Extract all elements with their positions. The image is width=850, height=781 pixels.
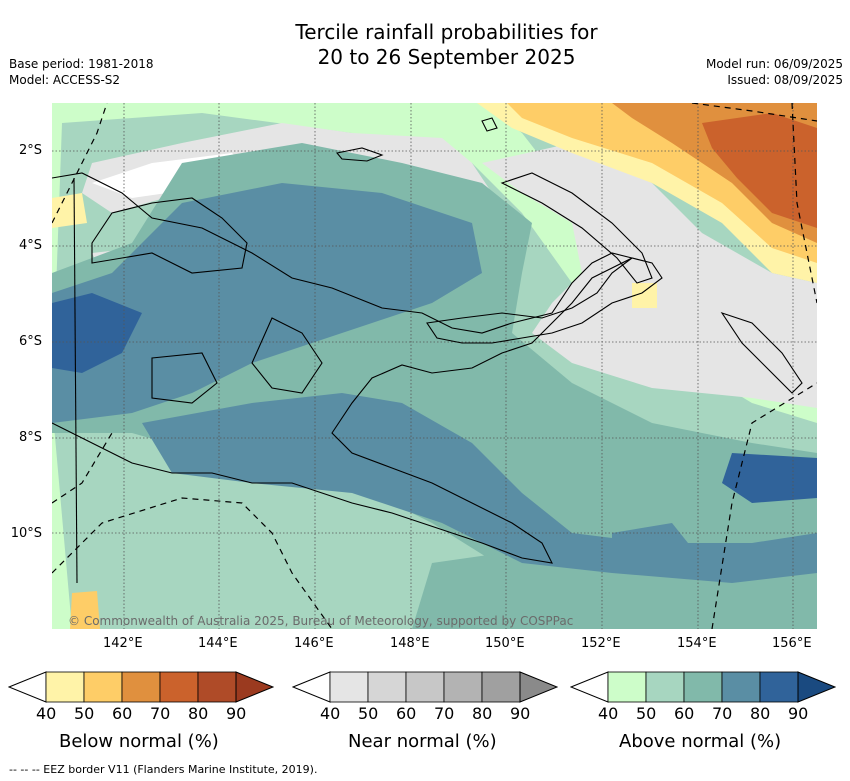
colorbar-below-swatch-3 [121,671,161,703]
title-line-2: 20 to 26 September 2025 [317,45,576,69]
meta-left: Base period: 1981-2018 Model: ACCESS-S2 [9,56,154,88]
model-name: Model: ACCESS-S2 [9,73,121,87]
colorbar-near-tick-90: 90 [510,704,531,723]
issued-date: Issued: 08/09/2025 [727,73,843,87]
below-normal-patch-southwest [70,591,100,629]
colorbar-above-tick-80: 80 [750,704,771,723]
colorbar-below-label: Below normal (%) [59,731,219,752]
map-title: Tercile rainfall probabilities for 20 to… [0,20,850,70]
colorbar-above-swatch-1 [607,671,647,703]
colorbar-near-swatch-2 [367,671,407,703]
colorbar-above-label: Above normal (%) [619,731,782,752]
below-normal-patch-east [632,283,657,308]
copyright-notice: © Commonwealth of Australia 2025, Bureau… [68,614,574,628]
new-ireland-coast [500,172,653,284]
colorbar-above-tick-60: 60 [674,704,695,723]
above-70-80-region [52,183,482,423]
coastlines [52,117,803,584]
lat-label-8s: 8°S [18,430,42,445]
colorbar-above-swatch-4 [721,671,761,703]
colorbar-below-tick-70: 70 [150,704,171,723]
title-line-1: Tercile rainfall probabilities for [295,20,598,44]
lon-label-156e: 156°E [772,636,812,651]
lon-label-150e: 150°E [485,636,525,651]
colorbar-above-tick-90: 90 [788,704,809,723]
near-normal-east-region [482,143,817,408]
colorbar-below-tick-40: 40 [36,704,57,723]
above-70-80-south [612,523,692,558]
new-britain-coast [426,257,663,344]
colorbar-near-normal [291,671,559,707]
below-70-80-region [702,113,817,228]
below-normal-patch-west [52,193,87,228]
lon-label-148e: 148°E [390,636,430,651]
colorbar-near-tick-50: 50 [358,704,379,723]
colorbar-above-swatch-5 [759,671,799,703]
colorbar-above-svg [569,671,837,703]
colorbar-near-swatch-3 [405,671,445,703]
manus-coast [335,147,384,162]
eez-footer-note: -- -- -- EEZ border V11 (Flanders Marine… [9,763,318,776]
lon-label-154e: 154°E [677,636,717,651]
colorbar-above-low-arrow [569,671,609,703]
colorbar-near-tick-60: 60 [396,704,417,723]
colorbar-near-tick-70: 70 [434,704,455,723]
colorbar-below-tick-50: 50 [74,704,95,723]
png-border [73,177,78,584]
colorbar-below-swatch-4 [159,671,199,703]
colorbar-above-normal [569,671,837,707]
above-70-80-central [142,393,817,583]
lon-label-146e: 146°E [294,636,334,651]
colorbar-below-tick-90: 90 [226,704,247,723]
bougainville-coast [720,311,803,394]
eez-borders [52,103,817,629]
lon-label-152e: 152°E [581,636,621,651]
colorbar-above-tick-40: 40 [598,704,619,723]
colorbar-above-swatch-2 [645,671,685,703]
colorbar-below-swatch-2 [83,671,123,703]
colorbar-below-low-arrow [7,671,47,703]
colorbar-above-high-arrow [797,671,837,703]
colorbar-near-label: Near normal (%) [348,731,497,752]
meta-right: Model run: 06/09/2025 Issued: 08/09/2025 [706,56,843,88]
model-run: Model run: 06/09/2025 [705,57,843,71]
lat-label-6s: 6°S [18,334,42,349]
colorbar-below-tick-80: 80 [188,704,209,723]
lon-label-142e: 142°E [103,636,143,651]
colorbar-above-tick-50: 50 [636,704,657,723]
lat-label-2s: 2°S [18,143,42,158]
map-graticule [52,103,817,629]
colorbar-near-swatch-5 [481,671,521,703]
province-boundaries [91,197,323,404]
colorbar-near-swatch-4 [443,671,483,703]
lat-label-10s: 10°S [10,526,42,541]
colorbar-near-tick-80: 80 [472,704,493,723]
lon-label-144e: 144°E [198,636,238,651]
colorbar-above-tick-70: 70 [712,704,733,723]
colorbar-near-tick-40: 40 [320,704,341,723]
colorbar-below-tick-60: 60 [112,704,133,723]
island-north-1 [481,117,498,132]
map-svg [52,103,817,629]
colorbar-below-svg [7,671,275,703]
probability-map: © Commonwealth of Australia 2025, Bureau… [52,103,817,629]
colorbar-above-swatch-3 [683,671,723,703]
colorbar-below-swatch-1 [45,671,85,703]
colorbar-near-svg [291,671,559,703]
base-period: Base period: 1981-2018 [9,57,154,71]
colorbar-below-high-arrow [235,671,275,703]
colorbar-near-swatch-1 [329,671,369,703]
colorbar-near-high-arrow [519,671,559,703]
colorbar-near-low-arrow [291,671,331,703]
lat-label-4s: 4°S [18,238,42,253]
above-80-90-region [722,453,817,503]
colorbar-below-swatch-5 [197,671,237,703]
colorbar-below-normal [7,671,275,707]
new-guinea-coast [52,172,634,564]
